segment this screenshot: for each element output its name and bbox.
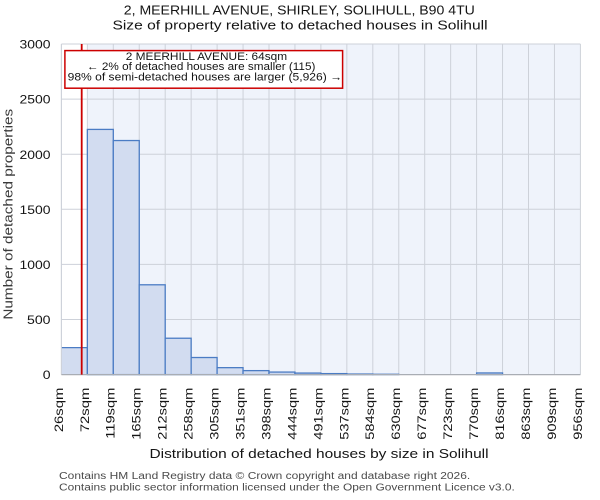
- svg-text:165sqm: 165sqm: [130, 388, 144, 440]
- svg-text:← 2% of detached houses are sm: ← 2% of detached houses are smaller (115…: [87, 62, 316, 73]
- svg-text:351sqm: 351sqm: [233, 388, 247, 440]
- svg-text:1000: 1000: [19, 258, 50, 272]
- svg-text:770sqm: 770sqm: [467, 388, 481, 440]
- svg-text:816sqm: 816sqm: [493, 388, 507, 440]
- svg-text:500: 500: [27, 313, 50, 327]
- svg-text:723sqm: 723sqm: [441, 388, 455, 440]
- svg-text:Contains HM Land Registry data: Contains HM Land Registry data © Crown c…: [59, 471, 470, 482]
- svg-text:398sqm: 398sqm: [259, 388, 273, 440]
- svg-text:258sqm: 258sqm: [182, 388, 196, 440]
- svg-text:119sqm: 119sqm: [104, 388, 118, 439]
- svg-text:537sqm: 537sqm: [337, 388, 351, 440]
- svg-text:72sqm: 72sqm: [78, 388, 92, 432]
- svg-text:305sqm: 305sqm: [208, 388, 222, 440]
- svg-text:584sqm: 584sqm: [363, 388, 377, 440]
- svg-text:2000: 2000: [19, 148, 50, 162]
- svg-text:98% of semi-detached houses ar: 98% of semi-detached houses are larger (…: [68, 72, 343, 83]
- svg-text:444sqm: 444sqm: [285, 388, 299, 440]
- svg-text:677sqm: 677sqm: [415, 388, 429, 440]
- svg-text:26sqm: 26sqm: [52, 388, 66, 432]
- svg-text:1500: 1500: [19, 203, 50, 217]
- svg-text:491sqm: 491sqm: [311, 388, 325, 440]
- svg-text:Number of detached properties: Number of detached properties: [2, 109, 17, 320]
- svg-text:0: 0: [43, 368, 51, 382]
- svg-text:2, MEERHILL AVENUE, SHIRLEY, S: 2, MEERHILL AVENUE, SHIRLEY, SOLIHULL, B…: [124, 3, 475, 18]
- svg-text:Distribution of detached house: Distribution of detached houses by size …: [149, 447, 488, 462]
- svg-text:Size of property relative to d: Size of property relative to detached ho…: [112, 19, 487, 34]
- svg-text:863sqm: 863sqm: [519, 388, 533, 440]
- svg-text:212sqm: 212sqm: [156, 388, 170, 440]
- svg-text:630sqm: 630sqm: [389, 388, 403, 440]
- svg-text:3000: 3000: [19, 37, 50, 51]
- svg-text:909sqm: 909sqm: [545, 388, 559, 440]
- svg-text:2500: 2500: [19, 92, 50, 106]
- svg-text:956sqm: 956sqm: [571, 388, 585, 440]
- svg-text:2 MEERHILL AVENUE: 64sqm: 2 MEERHILL AVENUE: 64sqm: [126, 52, 287, 63]
- svg-text:Contains public sector informa: Contains public sector information licen…: [59, 482, 515, 493]
